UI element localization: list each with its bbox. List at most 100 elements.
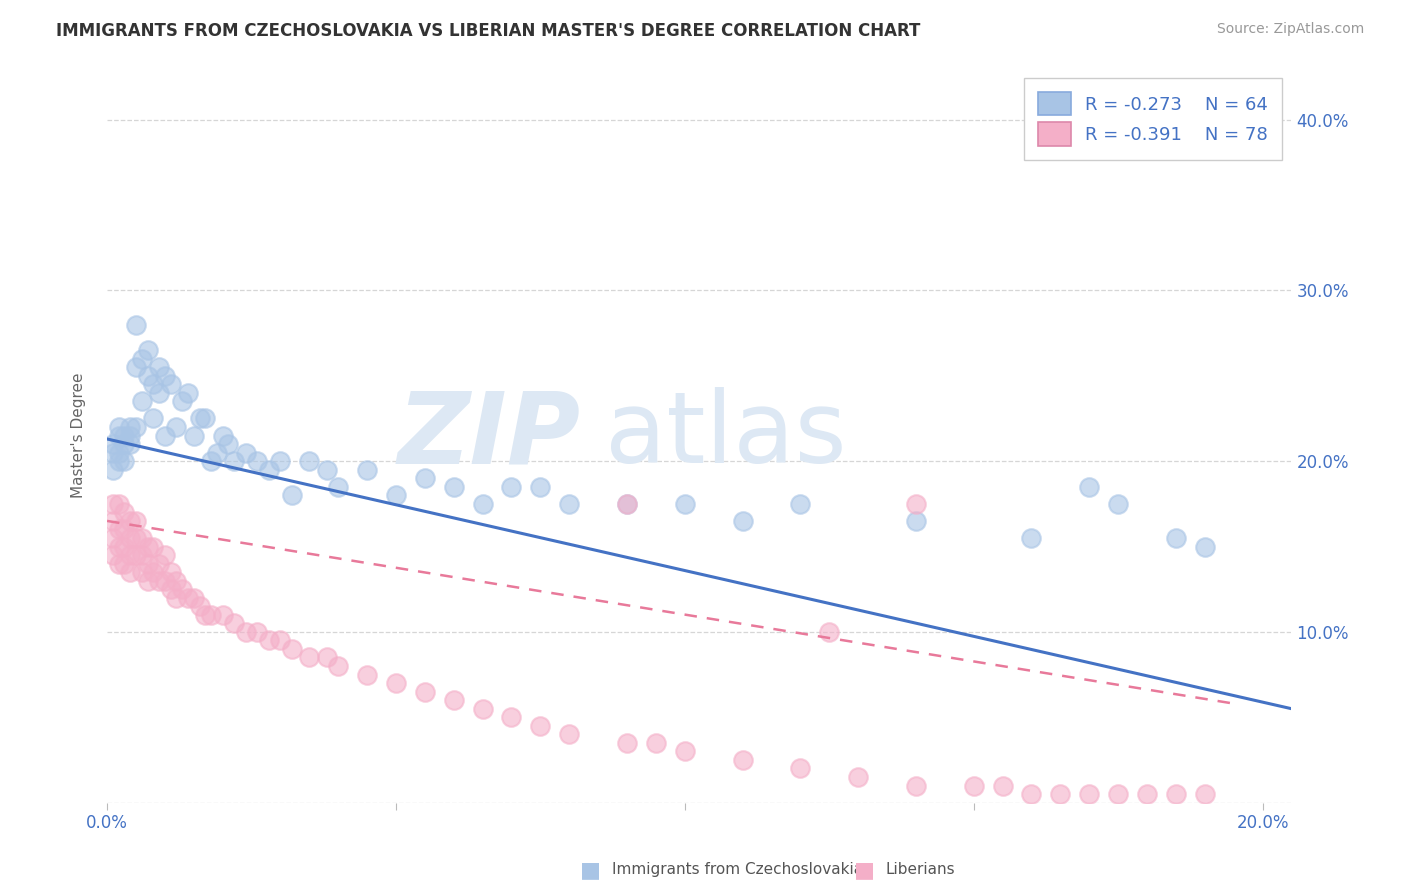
Point [235,624,257,639]
Point [217,437,239,451]
Point [731,514,754,528]
Point [112,454,135,468]
Point [194,411,217,425]
Point [558,497,581,511]
Point [1021,531,1043,545]
Point [120,514,142,528]
Point [131,531,153,545]
Point [281,642,304,657]
Point [529,719,551,733]
Point [904,779,927,793]
Point [183,591,205,605]
Point [101,548,124,562]
Point [101,445,124,459]
Text: atlas: atlas [605,387,846,484]
Point [1164,531,1187,545]
Point [471,702,494,716]
Text: ZIP: ZIP [398,387,581,484]
Point [136,368,159,383]
Point [107,454,129,468]
Point [101,497,124,511]
Point [188,599,211,614]
Point [165,420,187,434]
Point [177,591,200,605]
Point [673,744,696,758]
Point [257,463,280,477]
Point [136,574,159,588]
Point [315,650,337,665]
Point [846,770,869,784]
Point [159,377,181,392]
Point [328,480,350,494]
Point [269,633,291,648]
Point [246,624,269,639]
Point [142,411,165,425]
Point [120,428,142,442]
Point [107,557,129,571]
Point [112,505,135,519]
Point [148,574,170,588]
Point [1049,787,1071,801]
Point [616,497,638,511]
Point [125,360,148,375]
Point [107,497,129,511]
Point [120,548,142,562]
Point [107,445,129,459]
Point [136,540,159,554]
Point [281,488,304,502]
Point [125,514,148,528]
Point [131,394,153,409]
Text: IMMIGRANTS FROM CZECHOSLOVAKIA VS LIBERIAN MASTER'S DEGREE CORRELATION CHART: IMMIGRANTS FROM CZECHOSLOVAKIA VS LIBERI… [56,22,921,40]
Point [120,437,142,451]
Point [413,684,436,698]
Point [101,463,124,477]
Point [107,540,129,554]
Point [501,710,523,724]
Point [315,463,337,477]
Point [142,540,165,554]
Point [112,557,135,571]
Point [235,445,257,459]
Text: ■: ■ [855,860,875,880]
Point [112,428,135,442]
Point [148,557,170,571]
Point [107,428,129,442]
Point [257,633,280,648]
Point [142,565,165,579]
Point [328,659,350,673]
Point [558,727,581,741]
Point [1107,497,1129,511]
Point [246,454,269,468]
Point [356,667,378,681]
Point [153,428,176,442]
Point [107,420,129,434]
Point [165,591,187,605]
Point [731,753,754,767]
Point [159,582,181,597]
Point [385,676,408,690]
Point [120,565,142,579]
Point [159,565,181,579]
Point [501,480,523,494]
Point [177,385,200,400]
Text: Liberians: Liberians [886,863,956,877]
Point [183,428,205,442]
Point [356,463,378,477]
Point [298,650,321,665]
Point [131,548,153,562]
Point [673,497,696,511]
Point [991,779,1014,793]
Point [112,523,135,537]
Text: Immigrants from Czechoslovakia: Immigrants from Czechoslovakia [612,863,863,877]
Point [101,531,124,545]
Point [269,454,291,468]
Point [125,548,148,562]
Point [211,428,233,442]
Point [298,454,321,468]
Point [443,480,465,494]
Point [1194,787,1216,801]
Point [200,454,222,468]
Point [148,360,170,375]
Point [112,540,135,554]
Point [188,411,211,425]
